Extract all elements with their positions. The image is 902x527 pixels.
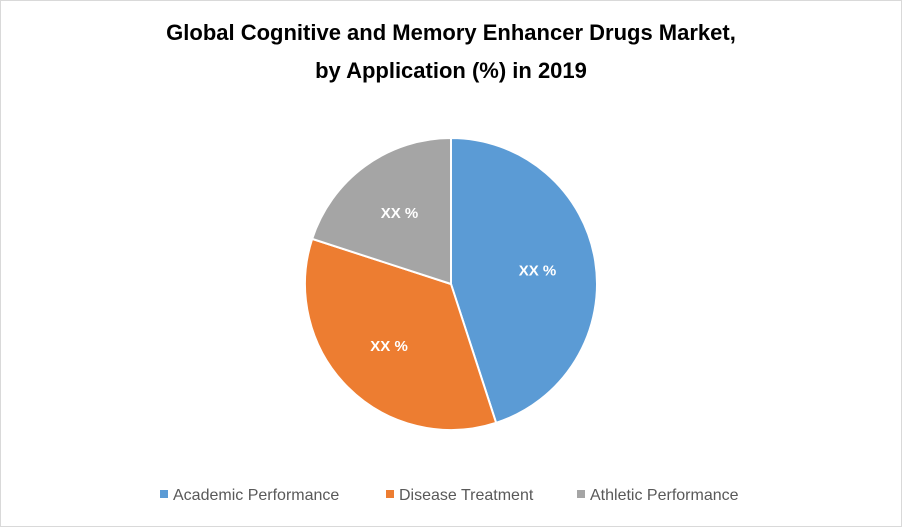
- value-label: XX %: [370, 338, 408, 355]
- legend-label: Disease Treatment: [399, 487, 534, 504]
- legend-swatch: [386, 490, 394, 498]
- legend-label: Athletic Performance: [590, 487, 739, 504]
- chart-title: by Application (%) in 2019: [315, 58, 587, 83]
- pie-slice: [304, 237, 498, 431]
- legend-swatch: [577, 490, 585, 498]
- value-label: XX %: [519, 262, 557, 279]
- legend-label: Academic Performance: [173, 487, 339, 504]
- pie-slice: [310, 136, 452, 286]
- chart-title: Global Cognitive and Memory Enhancer Dru…: [166, 20, 736, 45]
- pie-slice: [450, 136, 598, 425]
- legend-swatch: [160, 490, 168, 498]
- value-label: XX %: [381, 205, 419, 222]
